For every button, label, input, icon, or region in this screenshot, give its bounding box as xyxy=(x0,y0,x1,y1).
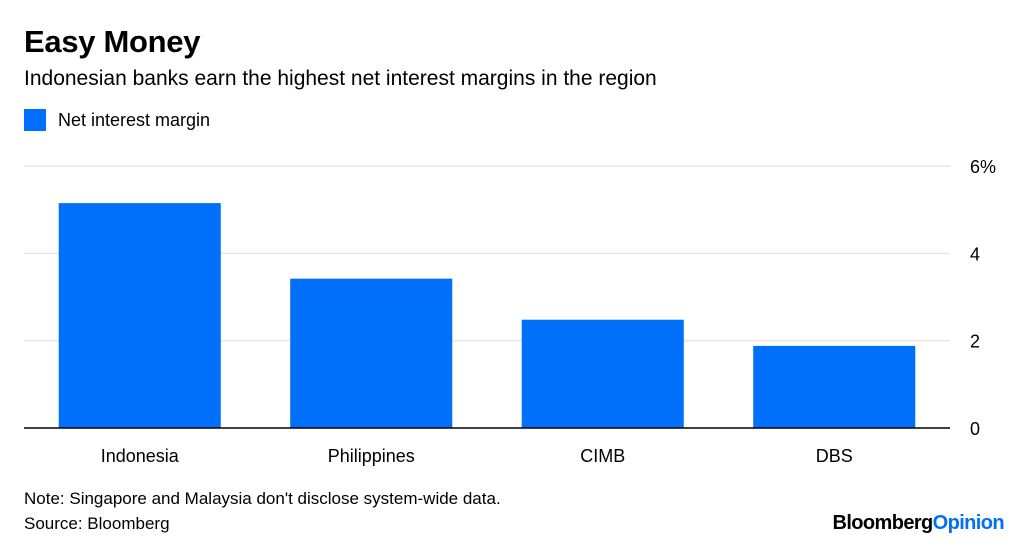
logo-text-opinion: Opinion xyxy=(932,512,1005,534)
x-tick-label: Philippines xyxy=(328,446,415,466)
footnote: Note: Singapore and Malaysia don't discl… xyxy=(24,489,501,508)
y-tick-label: 2 xyxy=(970,332,980,352)
bar-philippines xyxy=(290,278,453,428)
bar-cimb xyxy=(521,319,684,428)
legend: Net interest margin xyxy=(24,108,210,132)
chart-title: Easy Money xyxy=(24,24,201,59)
legend-label: Net interest margin xyxy=(58,110,211,130)
y-tick-label: 6% xyxy=(970,157,996,177)
bar-dbs xyxy=(753,345,916,428)
y-tick-label: 0 xyxy=(970,419,980,439)
y-tick-label: 4 xyxy=(970,244,980,264)
x-tick-label: CIMB xyxy=(580,446,625,466)
chart-subtitle: Indonesian banks earn the highest net in… xyxy=(24,67,657,90)
legend-swatch xyxy=(24,109,46,131)
y-axis-ticks: 0 2 4 6% xyxy=(970,157,996,439)
logo-text-bloomberg: Bloomberg xyxy=(832,512,933,534)
source-note: Source: Bloomberg xyxy=(24,514,170,533)
x-tick-label: DBS xyxy=(816,446,853,466)
bloomberg-opinion-logo: BloombergOpinion xyxy=(832,510,1004,536)
bars xyxy=(58,203,916,428)
bar-indonesia xyxy=(58,203,221,428)
x-tick-label: Indonesia xyxy=(101,446,180,466)
x-axis-ticks: Indonesia Philippines CIMB DBS xyxy=(101,446,853,466)
